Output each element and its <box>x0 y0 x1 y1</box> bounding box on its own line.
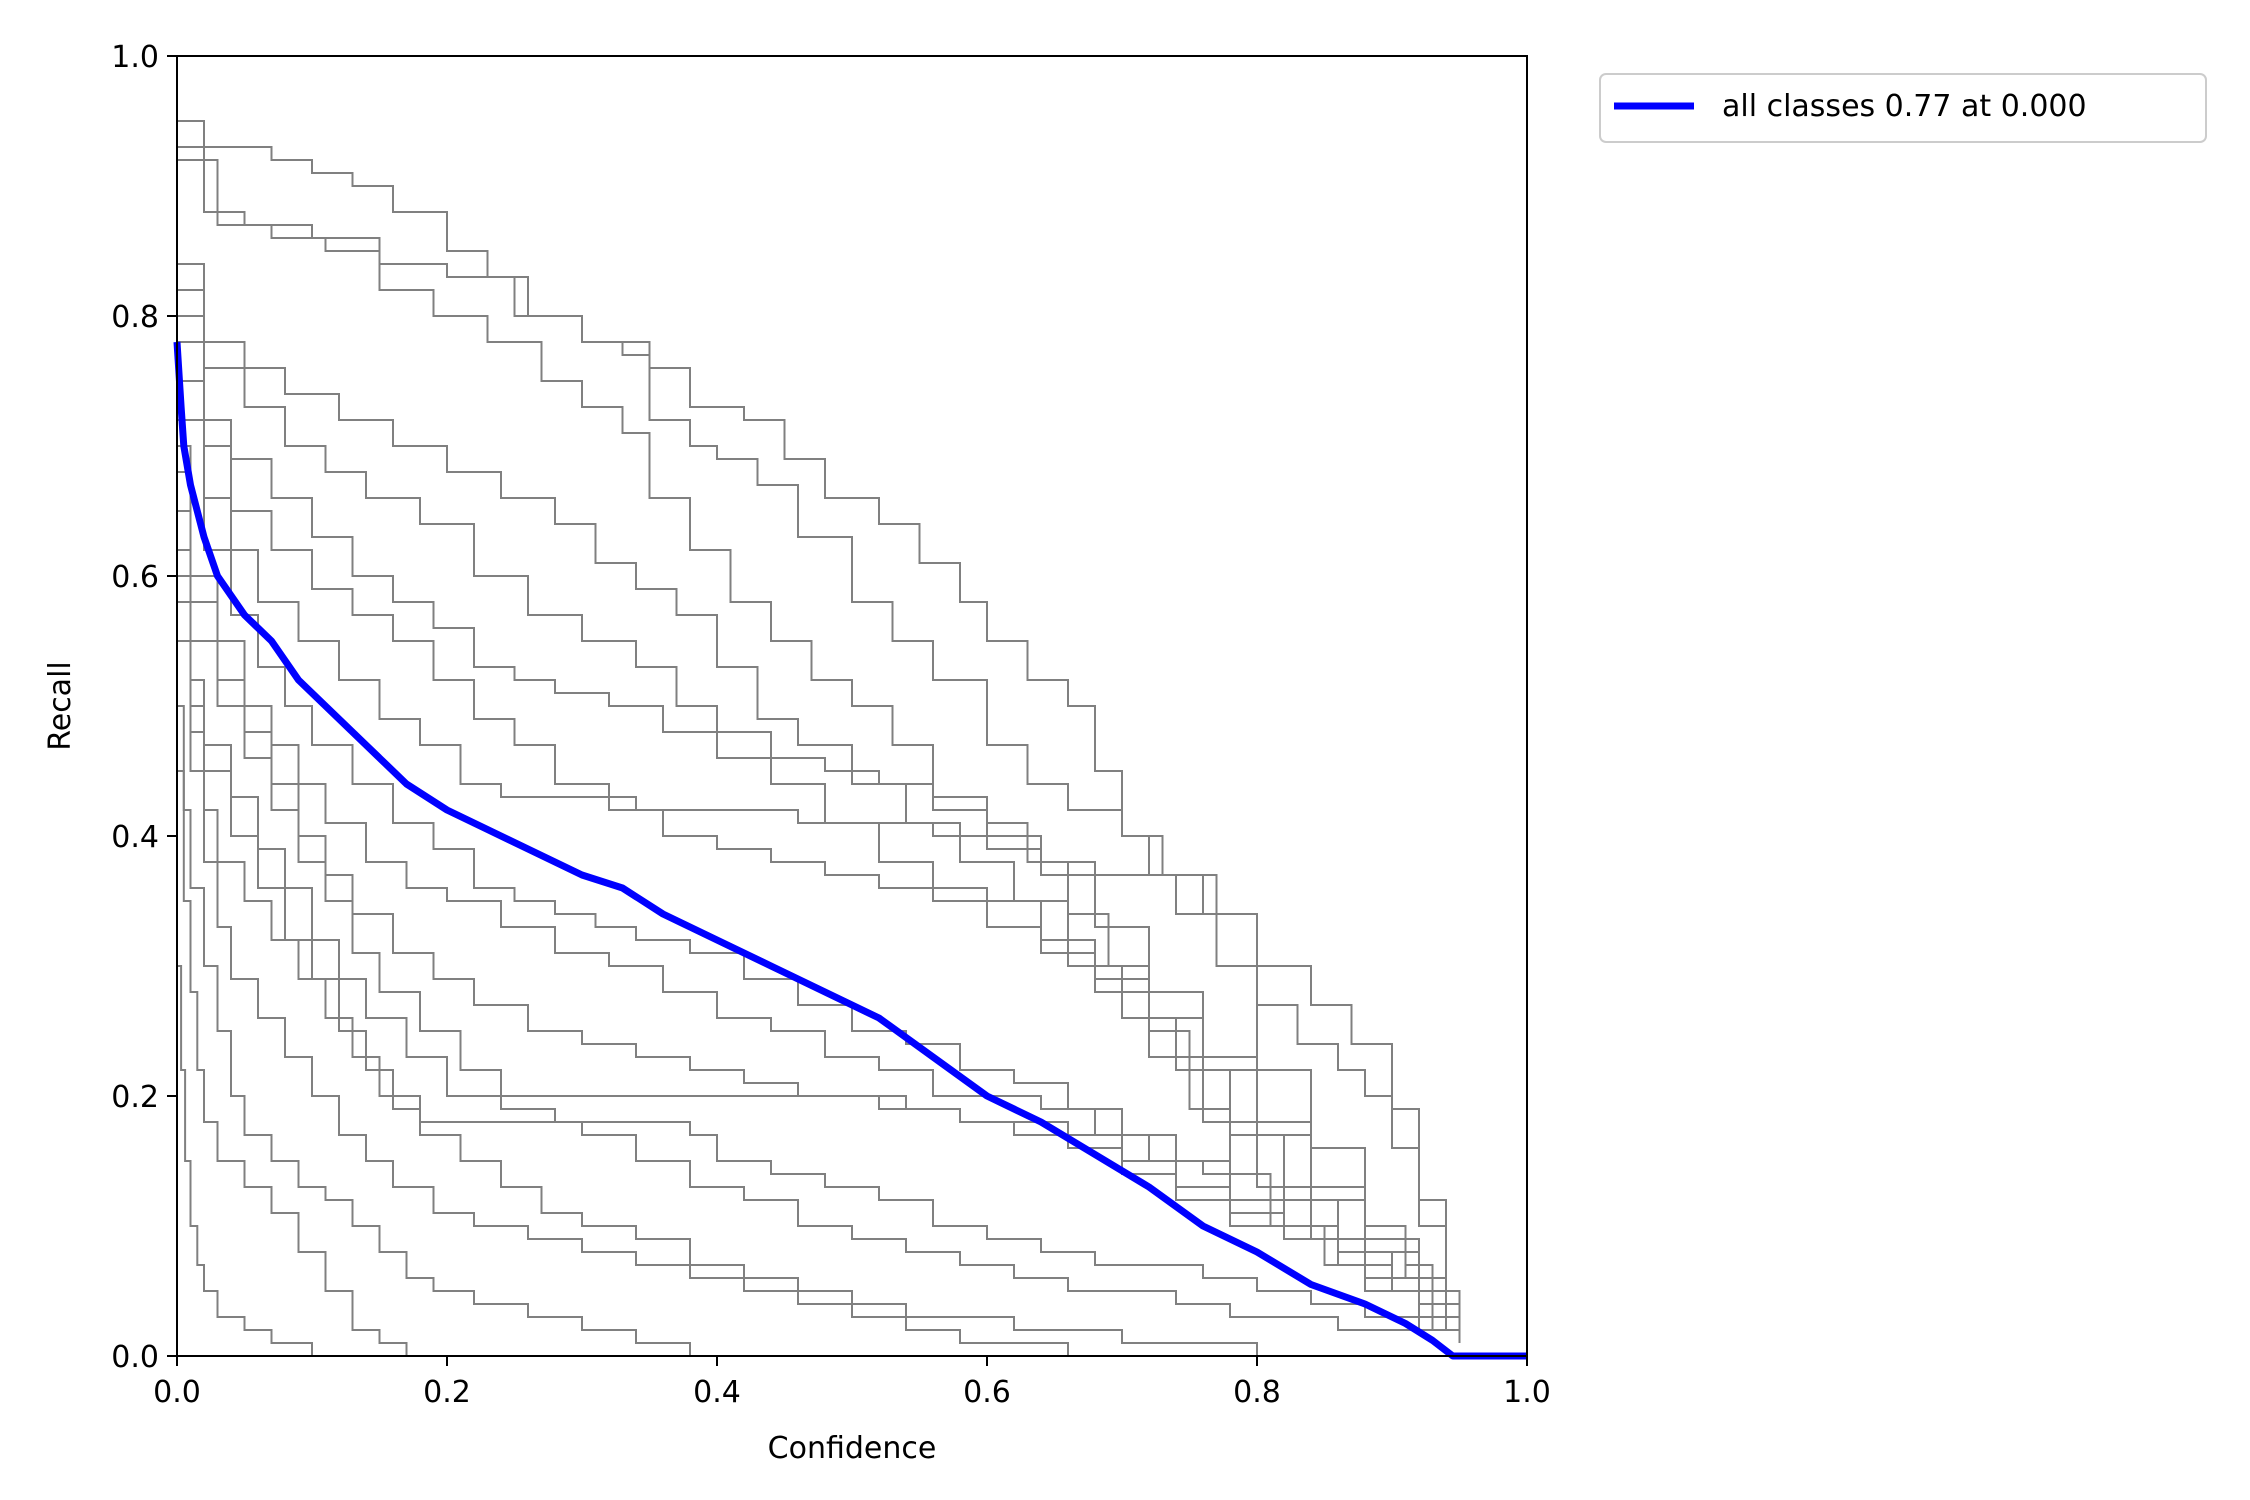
class-curve-17 <box>177 705 691 1356</box>
x-tick-label: 0.2 <box>423 1375 471 1410</box>
y-tick-label: 0.4 <box>111 820 159 855</box>
legend-label: all classes 0.77 at 0.000 <box>1722 89 2087 124</box>
class-curve-6 <box>177 315 1461 1343</box>
class-curve-11 <box>177 471 1461 1343</box>
x-axis-label: Confidence <box>768 1431 937 1466</box>
class-curve-12 <box>177 510 1461 1343</box>
y-axis-label: Recall <box>43 661 78 751</box>
x-tick-label: 0.6 <box>963 1375 1011 1410</box>
legend-box <box>1599 73 2207 143</box>
x-tick-label: 0.0 <box>153 1375 201 1410</box>
x-tick-label: 0.8 <box>1233 1375 1281 1410</box>
y-tick-label: 0.8 <box>111 300 159 335</box>
all-classes-curve <box>173 341 1527 1360</box>
class-curve-2 <box>177 120 1461 1343</box>
class-curve-10 <box>177 445 1461 1343</box>
legend: all classes 0.77 at 0.000 <box>1599 73 2207 143</box>
plot-frame <box>176 55 1528 1357</box>
x-tick-label: 1.0 <box>1503 1375 1551 1410</box>
y-tick-label: 1.0 <box>111 40 159 75</box>
class-curve-7 <box>177 341 1461 1343</box>
class-curve-19 <box>177 965 313 1356</box>
class-curve-18 <box>177 770 408 1356</box>
class-curve-8 <box>177 380 1461 1330</box>
y-tick-label: 0.0 <box>111 1340 159 1375</box>
y-axis-ticks: 0.0 0.2 0.4 0.6 0.8 1.0 <box>111 40 177 1375</box>
class-curve-16 <box>177 640 1069 1356</box>
class-curve-14 <box>177 575 1461 1343</box>
x-tick-label: 0.4 <box>693 1375 741 1410</box>
x-axis-ticks: 0.0 0.2 0.4 0.6 0.8 1.0 <box>153 1356 1551 1410</box>
y-tick-label: 0.2 <box>111 1080 159 1115</box>
class-curve-1 <box>177 146 1461 1343</box>
y-tick-label: 0.6 <box>111 560 159 595</box>
plot-lines <box>173 120 1527 1360</box>
class-curve-13 <box>177 549 1461 1343</box>
class-curve-15 <box>177 601 1258 1356</box>
